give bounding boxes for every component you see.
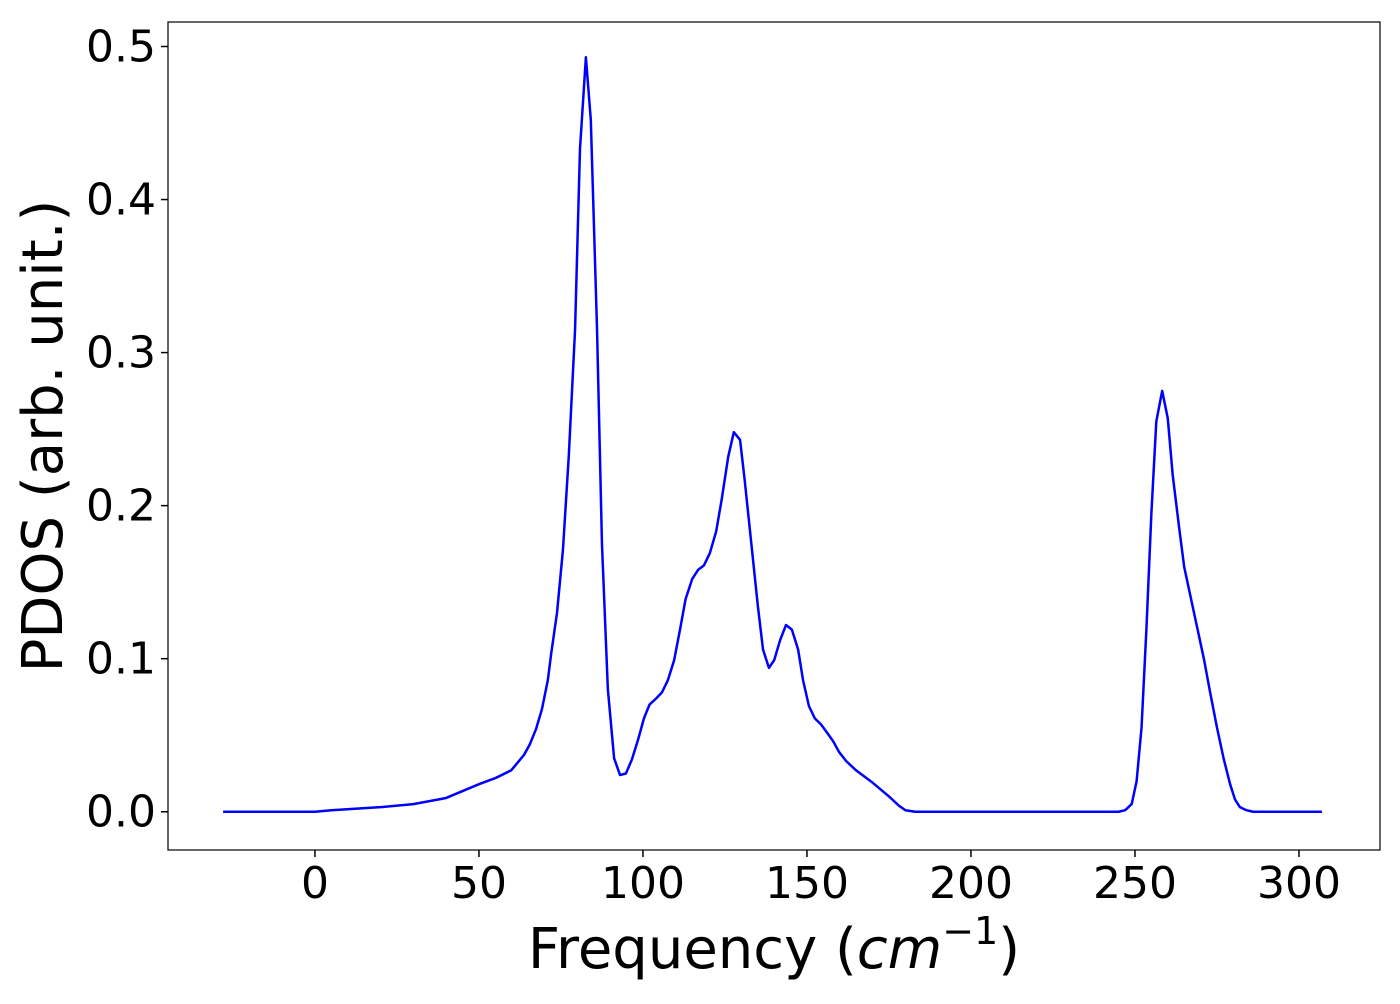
x-tick-label: 300 [1257, 858, 1341, 909]
y-axis-label: PDOS (arb. unit.) [11, 200, 76, 673]
pdos-line [223, 55, 1322, 813]
y-tick-label: 0.3 [86, 328, 156, 379]
y-tick-label: 0.2 [86, 481, 156, 532]
x-label-text: Frequency ( [528, 917, 857, 982]
x-tick-label: 50 [451, 858, 507, 909]
y-tick-label: 0.4 [86, 175, 156, 226]
x-tick-label: 250 [1093, 858, 1177, 909]
x-tick-label: 0 [301, 858, 329, 909]
plot-frame [167, 21, 1381, 851]
x-label-exponent: −1 [942, 909, 998, 953]
x-axis-label: Frequency (cm−1) [528, 909, 1020, 982]
x-tick-label: 150 [765, 858, 849, 909]
x-label-unit: cm [857, 917, 942, 982]
x-label-close: ) [998, 917, 1020, 982]
x-tick-label: 100 [601, 858, 685, 909]
y-tick-label: 0.1 [86, 634, 156, 685]
y-tick-label: 0.0 [86, 787, 156, 838]
x-tick-label: 200 [929, 858, 1013, 909]
y-tick-label: 0.5 [86, 21, 156, 72]
